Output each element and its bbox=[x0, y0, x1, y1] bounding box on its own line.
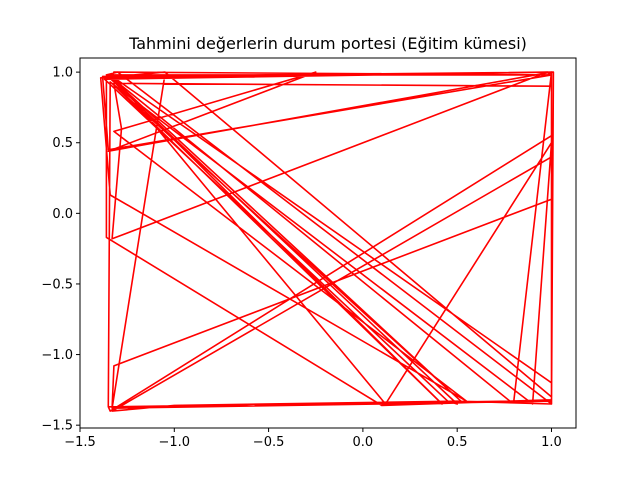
plot-frame bbox=[79, 57, 577, 429]
x-tick-label: 1.0 bbox=[541, 435, 562, 450]
chart-title: Tahmini değerlerin durum portesi (Eğitim… bbox=[128, 34, 527, 53]
y-tick-label: 0.5 bbox=[52, 136, 73, 151]
y-tick-label: 1.0 bbox=[52, 66, 73, 81]
y-tick-label: −1.5 bbox=[41, 419, 73, 434]
x-tick-label: −1.0 bbox=[159, 435, 191, 450]
x-tick-label: −1.5 bbox=[64, 435, 96, 450]
series-line-0 bbox=[99, 71, 555, 412]
axes-layer: −1.5 −1.0 −0.5 0.0 0.5 1.0 −1.5 −1.0 −0.5 0.0 0.5 1… bbox=[41, 57, 577, 450]
series-layer bbox=[99, 71, 555, 412]
x-tick-label: 0.5 bbox=[447, 435, 468, 450]
y-tick-label: −0.5 bbox=[41, 277, 73, 292]
x-tick-label: 0.0 bbox=[353, 435, 374, 450]
y-tick-label: 0.0 bbox=[52, 207, 73, 222]
y-tick-label: −1.0 bbox=[41, 348, 73, 363]
x-tick-label: −0.5 bbox=[253, 435, 285, 450]
